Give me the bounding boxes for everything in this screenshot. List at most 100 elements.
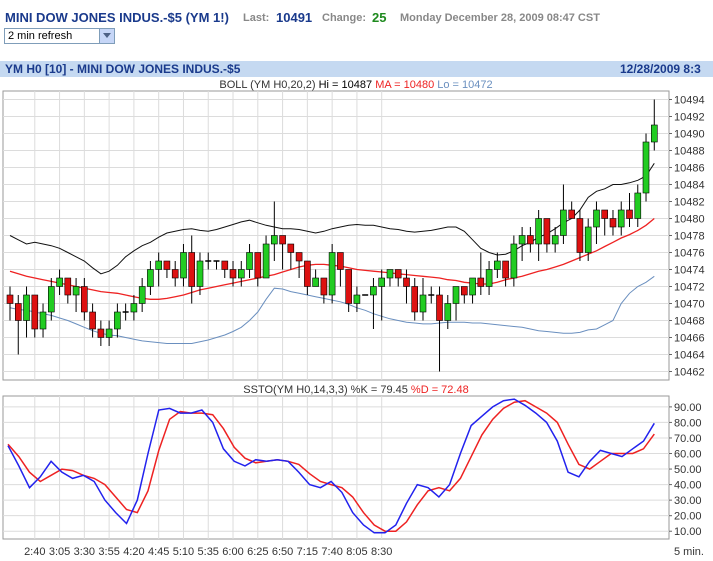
candle-up — [238, 269, 245, 279]
candle-up — [452, 286, 460, 304]
y-tick-label: 20.00 — [674, 511, 702, 523]
candle-up — [560, 209, 567, 236]
candle-up — [535, 218, 542, 245]
refresh-selected-value: 2 min refresh — [8, 30, 73, 42]
y-tick-label: 10470 — [674, 299, 705, 311]
candle-down — [81, 286, 88, 313]
candle-up — [114, 311, 121, 330]
x-tick-label: 3:05 — [49, 546, 70, 558]
y-tick-label: 10486 — [674, 163, 705, 175]
y-tick-label: 60.00 — [674, 449, 702, 461]
refresh-interval-select[interactable]: 2 min refresh — [4, 28, 115, 44]
x-tick-label: 5:35 — [198, 546, 219, 558]
candle-up — [23, 294, 30, 321]
legend-indicator-name: BOLL (YM H0,20,2) — [219, 79, 318, 91]
y-tick-label: 90.00 — [674, 402, 702, 414]
y-tick-label: 10488 — [674, 146, 705, 158]
candle-up — [419, 294, 427, 313]
x-tick-label: 8:30 — [371, 546, 392, 558]
candle-up — [155, 260, 162, 270]
candle-up — [196, 260, 204, 287]
candle-down — [320, 277, 328, 296]
y-tick-label: 10494 — [674, 95, 705, 107]
candle-down — [6, 294, 14, 304]
candle-down — [436, 294, 443, 321]
candle-up — [56, 277, 63, 287]
candle-up — [39, 311, 47, 330]
candle-down — [221, 260, 229, 270]
candle-down — [31, 294, 39, 330]
indicator-legend: SSTO(YM H0,14,3,3) %K = 79.45 %D = 72.48 — [243, 384, 468, 396]
chart-date: 12/28/2009 8:3 — [620, 62, 701, 76]
candle-down — [394, 269, 402, 279]
candle-up — [370, 286, 377, 296]
y-tick-label: 10478 — [674, 231, 705, 243]
y-tick-label: 10480 — [674, 214, 705, 226]
candle-up — [147, 269, 154, 287]
candle-down — [543, 218, 551, 245]
y-tick-label: 50.00 — [674, 464, 702, 476]
y-tick-label: 10476 — [674, 248, 705, 260]
x-tick-label: 4:20 — [123, 546, 144, 558]
candle-up — [485, 269, 493, 287]
x-tick-label: 6:00 — [222, 546, 243, 558]
candle-down — [15, 303, 22, 321]
x-tick-label: 4:45 — [148, 546, 169, 558]
x-tick-label: 6:25 — [247, 546, 268, 558]
legend-ma: MA = 10480 — [375, 79, 437, 91]
candle-down — [403, 277, 410, 287]
candle-up — [180, 252, 187, 279]
candle-up — [328, 252, 336, 296]
candle-down — [502, 260, 509, 279]
x-unit-label: 5 min. — [674, 546, 704, 558]
candle-up — [138, 286, 146, 304]
candle-down — [295, 252, 303, 262]
candle-down — [527, 235, 534, 245]
candle-up — [593, 209, 600, 228]
candle-up — [584, 226, 592, 253]
candle-down — [568, 209, 576, 219]
candle-down — [576, 218, 584, 253]
y-tick-label: 80.00 — [674, 417, 702, 429]
candle-up — [378, 277, 386, 287]
x-tick-label: 3:30 — [74, 546, 95, 558]
legend-k: %K = 79.45 — [351, 384, 411, 396]
candle-up — [312, 277, 319, 287]
candle-down — [279, 235, 286, 245]
candle-up — [469, 277, 476, 296]
price-chart-panel: BOLL (YM H0,20,2) Hi = 10487 MA = 10480 … — [2, 79, 705, 381]
y-tick-label: 70.00 — [674, 433, 702, 445]
candle-up — [617, 209, 625, 228]
candle-down — [304, 260, 311, 287]
candle-down — [626, 209, 633, 219]
last-price: 10491 — [276, 10, 313, 25]
candle-down — [229, 269, 237, 279]
x-tick-label: 7:40 — [321, 546, 342, 558]
y-tick-label: 10466 — [674, 333, 705, 345]
candle-up — [353, 294, 361, 304]
legend-d: %D = 72.48 — [411, 384, 469, 396]
x-tick-label: 8:05 — [346, 546, 367, 558]
x-tick-label: 5:10 — [173, 546, 194, 558]
candle-down — [601, 209, 609, 219]
chevron-down-icon[interactable] — [99, 29, 114, 43]
candle-up — [634, 192, 642, 219]
candle-down — [609, 218, 617, 228]
symbol-title-link[interactable]: MINI DOW JONES INDUS.-$5 (YM 1!) — [5, 10, 229, 25]
stochastic-panel: SSTO(YM H0,14,3,3) %K = 79.45 %D = 72.48… — [2, 384, 702, 540]
candle-down — [287, 243, 295, 253]
candle-up — [444, 303, 452, 321]
candle-up — [130, 303, 138, 313]
chart-title: YM H0 [10] - MINI DOW JONES INDUS.-$5 — [5, 62, 241, 76]
candle-down — [188, 252, 195, 287]
stochastic-plot-area — [2, 395, 670, 540]
candle-down — [89, 311, 96, 330]
y-tick-label: 10468 — [674, 316, 705, 328]
candle-down — [345, 269, 353, 304]
stochastic-k-line — [7, 398, 655, 534]
y-tick-label: 40.00 — [674, 480, 702, 492]
candle-down — [477, 277, 485, 287]
candle-down — [337, 252, 344, 270]
y-tick-label: 10492 — [674, 112, 705, 124]
